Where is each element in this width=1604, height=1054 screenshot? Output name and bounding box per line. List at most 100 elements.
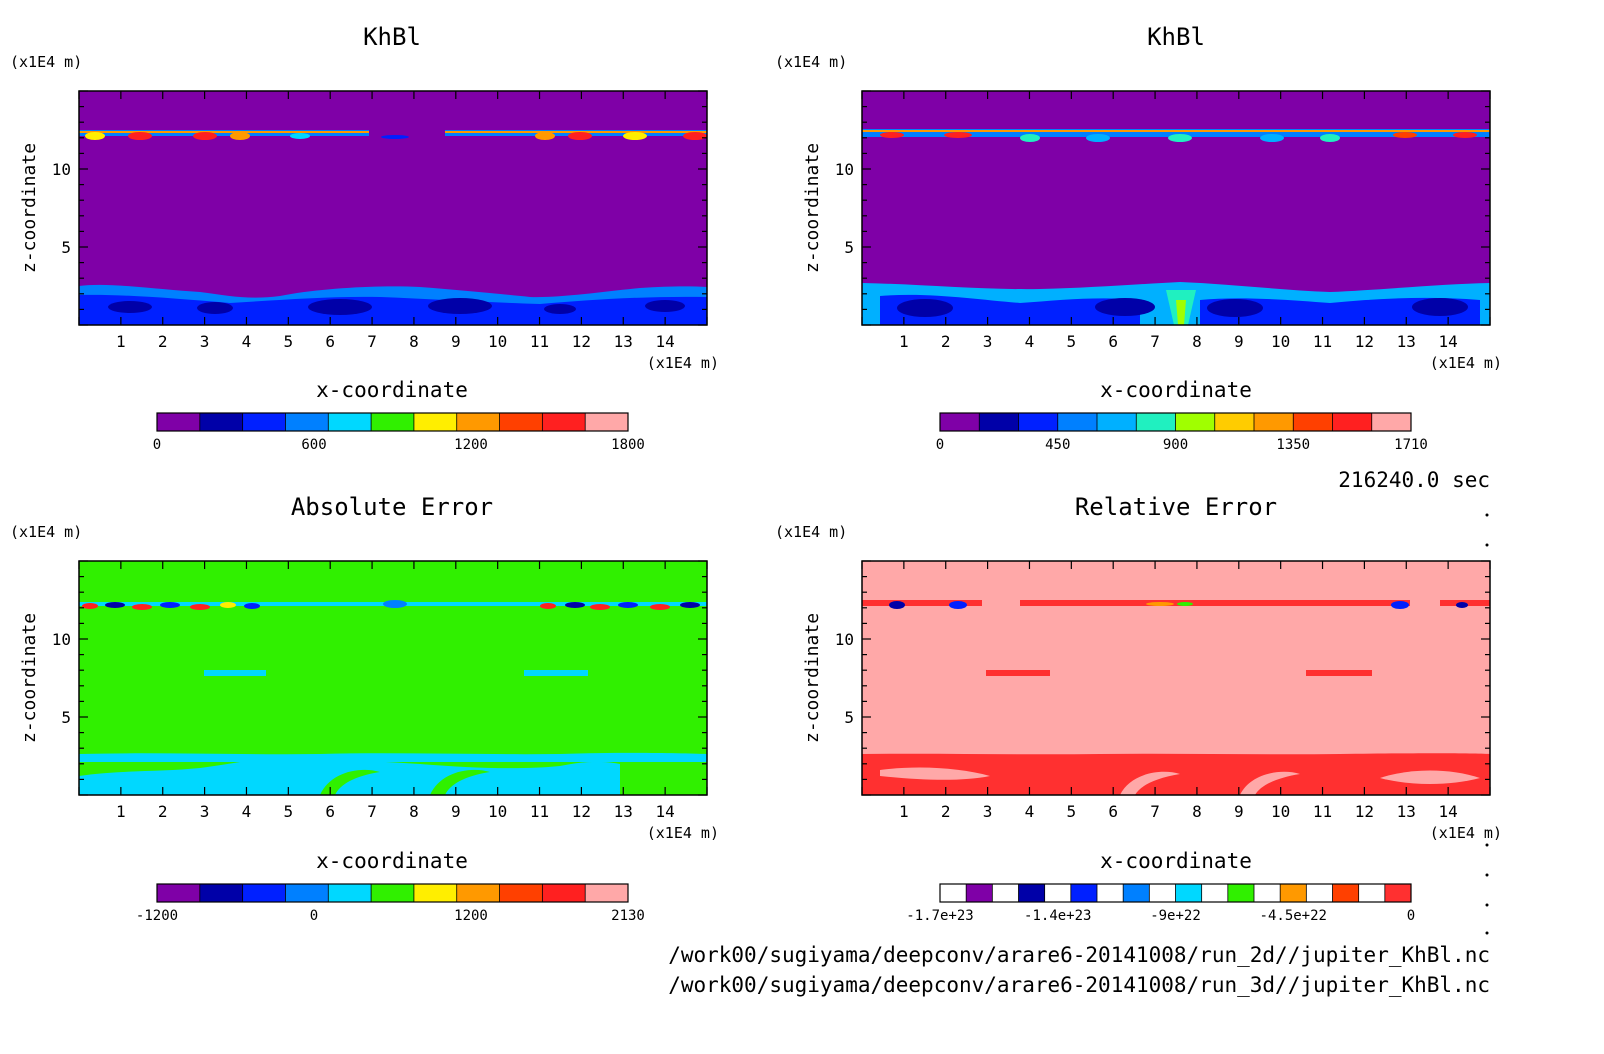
x-tick-label: 4 bbox=[1025, 802, 1035, 821]
dot bbox=[1485, 931, 1489, 935]
x-tick-label: 7 bbox=[1150, 332, 1160, 351]
colorbar-label: 1200 bbox=[454, 908, 488, 924]
x-tick-label: 9 bbox=[1234, 332, 1244, 351]
x-tick-label: 3 bbox=[200, 332, 210, 351]
colorbar-swatch bbox=[199, 413, 244, 431]
x-tick-label: 7 bbox=[367, 802, 377, 821]
error-spot bbox=[220, 602, 236, 608]
colorbar-label: 1200 bbox=[454, 437, 488, 453]
colorbar-label: 600 bbox=[301, 437, 326, 453]
x-axis-label: x-coordinate bbox=[316, 849, 468, 873]
cell bbox=[108, 301, 152, 313]
colorbar-swatch bbox=[542, 884, 586, 902]
hotspot bbox=[1086, 134, 1110, 142]
x-axis-label: x-coordinate bbox=[1100, 849, 1252, 873]
x-tick-label: 11 bbox=[530, 802, 549, 821]
y-axis-label: z-coordinate bbox=[19, 143, 40, 273]
colorbar-swatch bbox=[542, 413, 586, 431]
x-tick-label: 1 bbox=[899, 802, 909, 821]
colorbar-swatch bbox=[1070, 884, 1098, 902]
colorbar-swatch bbox=[1358, 884, 1386, 902]
colorbar-swatch bbox=[1057, 413, 1098, 431]
x-unit-label: (x1E4 m) bbox=[1430, 354, 1502, 372]
x-tick-label: 13 bbox=[1397, 802, 1416, 821]
colorbar-swatch bbox=[585, 884, 629, 902]
cell bbox=[1207, 299, 1263, 317]
colorbar-swatch bbox=[199, 884, 244, 902]
boundary-hole bbox=[1380, 770, 1480, 784]
x-tick-label: 8 bbox=[1192, 332, 1202, 351]
error-spot bbox=[82, 603, 98, 609]
error-spot bbox=[540, 603, 556, 609]
colorbar-swatch bbox=[1201, 884, 1229, 902]
error-spot bbox=[1456, 602, 1468, 608]
x-unit-label: (x1E4 m) bbox=[1430, 824, 1502, 842]
colorbar-frame bbox=[156, 412, 629, 432]
x-tick-label: 13 bbox=[614, 332, 633, 351]
boundary-hole bbox=[1240, 771, 1300, 795]
colorbar-swatch bbox=[966, 884, 993, 902]
x-tick-label: 9 bbox=[451, 802, 461, 821]
colorbar-swatch bbox=[1371, 413, 1412, 431]
colorbar-swatch bbox=[1332, 884, 1360, 902]
hotspot bbox=[230, 132, 250, 140]
hotspot bbox=[85, 132, 105, 140]
colorbar-swatch bbox=[1254, 884, 1281, 902]
error-spot bbox=[132, 604, 152, 610]
cell bbox=[197, 302, 233, 314]
panel-title: Absolute Error bbox=[291, 493, 493, 521]
colorbar-label: 2130 bbox=[611, 908, 645, 924]
x-tick-label: 8 bbox=[409, 802, 419, 821]
colorbar-swatch bbox=[328, 413, 372, 431]
x-tick-label: 1 bbox=[116, 802, 126, 821]
upper-layer bbox=[862, 129, 1490, 137]
colorbar-swatch bbox=[371, 884, 415, 902]
error-patch bbox=[524, 670, 588, 676]
x-tick-label: 12 bbox=[1355, 802, 1374, 821]
y-unit-label: (x1E4 m) bbox=[10, 53, 82, 71]
x-tick-label: 13 bbox=[614, 802, 633, 821]
y-tick-label: 10 bbox=[835, 160, 854, 179]
error-spot bbox=[949, 601, 967, 609]
dot bbox=[1485, 903, 1489, 907]
error-region bbox=[250, 759, 620, 795]
hotspot bbox=[944, 132, 972, 138]
cell bbox=[897, 299, 953, 317]
error-spot bbox=[1146, 602, 1174, 606]
file-path-3d: /work00/sugiyama/deepconv/arare6-2014100… bbox=[668, 973, 1490, 997]
x-tick-label: 3 bbox=[200, 802, 210, 821]
plume bbox=[1176, 300, 1186, 325]
cell bbox=[645, 300, 685, 312]
x-tick-label: 6 bbox=[1108, 332, 1118, 351]
y-tick-label: 10 bbox=[52, 160, 71, 179]
plot-frame bbox=[861, 560, 1491, 796]
error-region bbox=[79, 756, 290, 795]
x-tick-label: 2 bbox=[158, 802, 168, 821]
y-axis-label: z-coordinate bbox=[802, 613, 823, 743]
colorbar-label: 0 bbox=[310, 908, 318, 924]
plot-frame bbox=[78, 90, 708, 326]
colorbar-swatch bbox=[1044, 884, 1072, 902]
colorbar-swatch bbox=[413, 884, 458, 902]
colorbar-swatch bbox=[499, 413, 543, 431]
x-tick-label: 5 bbox=[1067, 802, 1077, 821]
colorbar-swatch bbox=[242, 884, 286, 902]
x-tick-label: 13 bbox=[1397, 332, 1416, 351]
x-tick-label: 14 bbox=[1439, 332, 1458, 351]
x-tick-label: 3 bbox=[983, 332, 993, 351]
error-spot bbox=[590, 604, 610, 610]
x-tick-label: 10 bbox=[1271, 802, 1290, 821]
plot-frame bbox=[861, 90, 1491, 326]
boundary-layer-core bbox=[1200, 297, 1480, 325]
x-tick-label: 14 bbox=[656, 802, 675, 821]
colorbar-swatch bbox=[979, 413, 1019, 431]
x-tick-label: 9 bbox=[451, 332, 461, 351]
colorbar-swatch bbox=[1097, 413, 1137, 431]
cell bbox=[308, 299, 372, 315]
x-tick-label: 12 bbox=[572, 332, 591, 351]
error-swirl bbox=[320, 769, 380, 795]
colorbar-swatch bbox=[1097, 884, 1124, 902]
colorbar-label: -1200 bbox=[136, 908, 178, 924]
colorbar-swatch bbox=[1293, 413, 1333, 431]
